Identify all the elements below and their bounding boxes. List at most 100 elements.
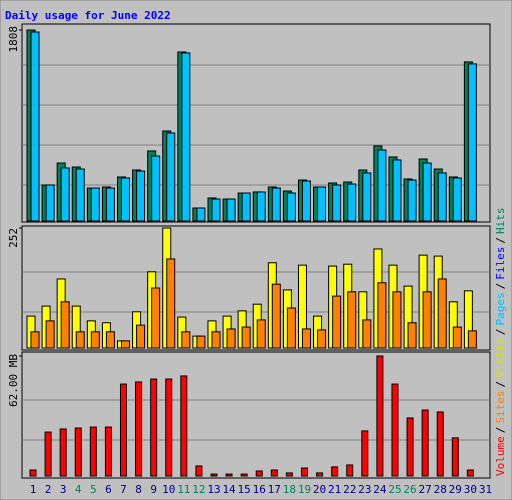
x-tick-label: 29	[449, 483, 462, 496]
legend-item: Pages	[494, 292, 507, 325]
bar	[151, 155, 161, 222]
x-tick-label: 20	[313, 483, 326, 496]
bar	[346, 464, 354, 477]
bar	[437, 172, 447, 222]
bar	[180, 375, 188, 477]
bar	[240, 473, 248, 477]
bar	[271, 283, 281, 349]
bar	[256, 319, 266, 349]
bar	[377, 282, 387, 349]
bar	[226, 328, 236, 349]
bar	[59, 428, 67, 477]
bar	[196, 335, 206, 349]
bar	[301, 328, 311, 349]
bar	[45, 320, 55, 349]
bar	[407, 322, 417, 349]
x-tick-label: 31	[479, 483, 492, 496]
y-tick-label: 1808	[7, 26, 20, 53]
x-tick-label: 12	[192, 483, 205, 496]
legend-item: Visits	[494, 338, 507, 378]
x-tick-label: 21	[328, 483, 341, 496]
x-tick-label: 18	[283, 483, 296, 496]
bar	[60, 167, 70, 222]
x-tick-label: 14	[222, 483, 236, 496]
x-tick-label: 3	[60, 483, 67, 496]
bar	[75, 331, 85, 349]
bar	[467, 63, 477, 222]
bar	[301, 180, 311, 222]
legend-item: Volume	[494, 436, 507, 476]
bar	[181, 331, 191, 349]
bar	[29, 469, 37, 477]
bar	[452, 326, 462, 349]
bar	[135, 381, 143, 477]
x-tick-label: 25	[388, 483, 401, 496]
x-tick-label: 5	[90, 483, 97, 496]
bar	[166, 132, 176, 222]
bar	[89, 426, 97, 477]
bar	[317, 329, 327, 349]
bar	[181, 52, 191, 222]
x-tick-label: 19	[298, 483, 311, 496]
bar	[331, 466, 339, 477]
legend-item: Files	[494, 247, 507, 280]
bar	[195, 465, 203, 477]
y-tick-label: 62.00 MB	[7, 354, 20, 407]
bar	[105, 331, 115, 349]
bar	[136, 170, 146, 222]
legend-separator: /	[494, 381, 507, 388]
bar	[392, 159, 402, 222]
x-tick-label: 7	[120, 483, 127, 496]
bar	[466, 469, 474, 477]
legend-item: Hits	[494, 208, 507, 235]
x-tick-label: 1	[30, 483, 37, 496]
legend-separator: /	[494, 427, 507, 434]
bar	[286, 192, 296, 222]
bar	[241, 192, 251, 222]
bar	[105, 187, 115, 222]
x-tick-label: 22	[343, 483, 356, 496]
bar	[422, 291, 432, 349]
x-tick-label: 9	[150, 483, 157, 496]
bar	[30, 31, 40, 222]
chart-title: Daily usage for June 2022	[5, 9, 171, 22]
x-tick-label: 28	[434, 483, 447, 496]
bar	[451, 437, 459, 477]
bar	[225, 473, 233, 477]
x-tick-label: 16	[253, 483, 266, 496]
bar	[74, 427, 82, 477]
bar	[90, 187, 100, 222]
bar	[332, 184, 342, 222]
bar	[377, 149, 387, 222]
legend-item: Sites	[494, 391, 507, 424]
bar	[211, 198, 221, 222]
bar	[452, 177, 462, 222]
legend-separator: /	[494, 237, 507, 244]
bar	[104, 426, 112, 477]
x-tick-label: 24	[373, 483, 387, 496]
bar	[211, 331, 221, 349]
x-tick-label: 6	[105, 483, 112, 496]
bar	[226, 198, 236, 222]
bar	[165, 378, 173, 477]
bar	[256, 191, 266, 222]
bar	[317, 186, 327, 222]
bar	[407, 179, 417, 222]
legend-separator: /	[494, 283, 507, 290]
bar	[255, 470, 263, 477]
bar	[300, 467, 308, 477]
x-tick-label: 8	[135, 483, 142, 496]
x-tick-label: 2	[45, 483, 52, 496]
bar	[361, 430, 369, 477]
bar	[119, 383, 127, 477]
x-tick-label: 26	[403, 483, 416, 496]
x-tick-label: 17	[268, 483, 281, 496]
bar	[120, 340, 130, 349]
bar	[437, 278, 447, 349]
legend: Volume / Sites / Visits / Pages / Files / Hits	[494, 208, 507, 477]
x-tick-label: 23	[358, 483, 371, 496]
bar	[285, 472, 293, 477]
bar	[362, 319, 372, 349]
bar	[376, 355, 384, 477]
